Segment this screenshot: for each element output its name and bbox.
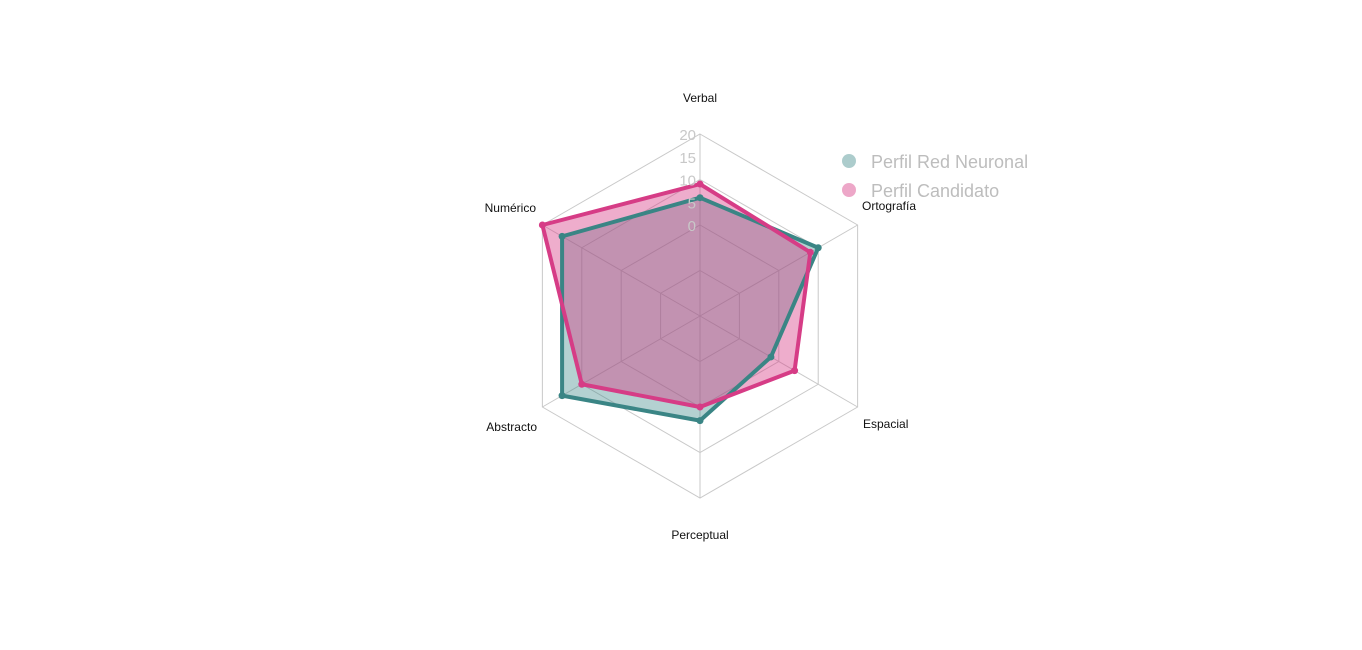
series-layer xyxy=(538,180,822,425)
series-point xyxy=(538,221,546,229)
axis-label: Perceptual xyxy=(671,528,728,542)
series-area-0 xyxy=(562,197,819,421)
legend-label: Perfil Red Neuronal xyxy=(871,152,1028,172)
axis-label: Espacial xyxy=(863,417,908,431)
grid-spoke xyxy=(542,224,701,317)
series-point xyxy=(558,392,566,400)
tick-label: 10 xyxy=(679,173,696,190)
series-area-1 xyxy=(542,184,811,407)
tick-label: 15 xyxy=(679,150,696,167)
legend-label: Perfil Candidato xyxy=(871,181,999,201)
tick-label: 20 xyxy=(679,127,696,144)
axis-labels: Verbal Ortografía Espacial Perceptual Abstra… xyxy=(485,91,917,542)
series-point xyxy=(791,367,799,375)
axis-label: Abstracto xyxy=(486,420,537,434)
tick-label: 5 xyxy=(688,195,696,212)
axis-label: Numérico xyxy=(485,201,537,215)
grid-spoke xyxy=(699,224,858,317)
legend-marker xyxy=(842,154,856,168)
series-point xyxy=(806,248,814,256)
grid-spoke xyxy=(699,315,858,408)
grid-spoke xyxy=(542,315,701,408)
series-point xyxy=(696,403,704,411)
series-point xyxy=(578,380,586,388)
tick-labels: 0 5 10 15 20 xyxy=(679,127,696,235)
series-point xyxy=(696,194,704,202)
series-point xyxy=(696,417,704,425)
axis-label: Ortografía xyxy=(862,199,916,213)
series-point xyxy=(767,353,775,361)
tick-label: 0 xyxy=(688,218,696,235)
legend-marker xyxy=(842,183,856,197)
axis-label: Verbal xyxy=(683,91,717,105)
series-point xyxy=(814,244,822,252)
series-point xyxy=(696,180,704,188)
series-point xyxy=(558,232,566,240)
legend: Perfil Red Neuronal Perfil Candidato xyxy=(842,152,1028,201)
